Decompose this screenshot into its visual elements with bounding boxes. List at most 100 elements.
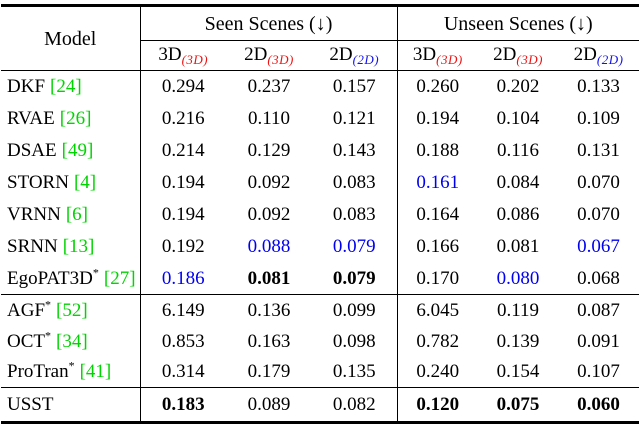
metric-value: 0.294 bbox=[139, 70, 226, 103]
metric-value: 0.135 bbox=[332, 361, 376, 383]
metric-base: 2D bbox=[493, 44, 517, 65]
column-header-seen-2d-2d: 2D(2D) bbox=[312, 40, 398, 71]
metric-subscript: (3D) bbox=[516, 52, 543, 67]
column-group-seen-scenes: Seen Scenes (↓) bbox=[139, 5, 398, 41]
citation-link[interactable]: [49] bbox=[61, 140, 94, 161]
metric-value: 0.188 bbox=[396, 134, 479, 167]
model-cell: OCT* [34] bbox=[1, 326, 140, 357]
model-cell: SRNN [13] bbox=[1, 231, 140, 263]
metric-value: 0.192 bbox=[139, 230, 226, 263]
metric-value: 6.045 bbox=[396, 294, 479, 326]
metric-value: 0.067 bbox=[577, 236, 620, 257]
citation-link[interactable]: [4] bbox=[73, 172, 97, 193]
metric-value: 0.079 bbox=[332, 267, 376, 289]
metric-value: 0.083 bbox=[332, 172, 376, 193]
metric-value: 6.149 bbox=[139, 294, 226, 326]
metric-base: 2D bbox=[329, 44, 353, 65]
model-name: OCT bbox=[7, 330, 45, 352]
table-row: SRNN [13] 0.192 0.088 0.079 0.166 0.081 0.067 bbox=[1, 230, 639, 263]
metric-value: 0.260 bbox=[396, 70, 479, 103]
header-subcolumn-row: 3D(3D) 2D(3D) 2D(2D) 3D(3D) 2D(3D) 2D(2D… bbox=[1, 40, 640, 71]
metric-value: 0.088 bbox=[247, 236, 291, 257]
model-name: VRNN bbox=[7, 204, 61, 225]
metric-value: 0.161 bbox=[396, 166, 479, 199]
metric-value: 0.083 bbox=[332, 204, 376, 225]
metric-value: 0.133 bbox=[577, 76, 620, 98]
metric-subscript: (3D) bbox=[181, 52, 209, 67]
table-body: DKF [24] 0.294 0.237 0.157 0.260 0.202 0.133 RVA… bbox=[1, 70, 640, 423]
metric-value: 0.081 bbox=[496, 236, 540, 257]
metric-value: 0.179 bbox=[247, 361, 291, 383]
metric-value: 0.084 bbox=[496, 172, 540, 193]
metric-value: 0.121 bbox=[332, 108, 376, 129]
metric-subscript: (2D) bbox=[352, 52, 380, 67]
metric-value: 0.314 bbox=[139, 356, 226, 388]
citation-link[interactable]: [34] bbox=[56, 330, 88, 352]
metric-value: 0.202 bbox=[496, 76, 540, 98]
metric-value: 0.194 bbox=[396, 102, 479, 135]
metric-value: 0.853 bbox=[139, 325, 226, 357]
citation-link[interactable]: [26] bbox=[59, 108, 92, 129]
model-cell: VRNN [6] bbox=[1, 199, 140, 231]
metric-value: 0.194 bbox=[139, 198, 226, 231]
metric-value: 0.091 bbox=[577, 330, 620, 352]
metric-value: 0.154 bbox=[496, 361, 540, 383]
citation-link[interactable]: [52] bbox=[56, 299, 88, 321]
metric-value: 0.089 bbox=[226, 387, 312, 423]
table-row: RVAE [26] 0.216 0.110 0.121 0.194 0.104 0.109 bbox=[1, 102, 639, 135]
metric-base: 2D bbox=[573, 44, 597, 65]
metric-value: 0.194 bbox=[139, 166, 226, 199]
metric-value: 0.166 bbox=[396, 230, 479, 263]
asterisk-marker: * bbox=[68, 358, 75, 373]
model-name: DKF bbox=[7, 76, 46, 98]
model-cell: RVAE [26] bbox=[1, 103, 140, 135]
model-cell: DKF [24] bbox=[1, 71, 140, 103]
citation-link[interactable]: [6] bbox=[65, 204, 88, 225]
model-name: SRNN bbox=[7, 236, 58, 257]
model-cell: AGF* [52] bbox=[1, 294, 140, 326]
metric-base: 3D bbox=[158, 44, 182, 65]
model-cell: DSAE [49] bbox=[1, 135, 140, 167]
metric-value: 0.170 bbox=[396, 262, 479, 295]
metric-value: 0.081 bbox=[247, 267, 291, 289]
model-name: EgoPAT3D bbox=[7, 267, 93, 289]
citation-link[interactable]: [24] bbox=[50, 76, 82, 98]
model-name: STORN bbox=[7, 172, 69, 193]
model-name: DSAE bbox=[7, 140, 57, 161]
metric-value: 0.183 bbox=[139, 387, 226, 423]
metric-value: 0.120 bbox=[396, 387, 479, 423]
asterisk-marker: * bbox=[45, 297, 52, 312]
table-row: EgoPAT3D* [27] 0.186 0.081 0.079 0.170 0.080 0.… bbox=[1, 262, 639, 295]
metric-value: 0.080 bbox=[496, 267, 540, 289]
model-cell: ProTran* [41] bbox=[1, 357, 140, 388]
metric-subscript: (3D) bbox=[267, 52, 294, 67]
column-group-unseen-scenes: Unseen Scenes (↓) bbox=[396, 5, 640, 41]
model-name: ProTran bbox=[7, 361, 69, 383]
metric-value: 0.782 bbox=[396, 325, 479, 357]
model-name: RVAE bbox=[7, 108, 55, 129]
metric-value: 0.070 bbox=[577, 204, 620, 225]
metric-value: 0.164 bbox=[396, 198, 479, 231]
metric-value: 0.070 bbox=[577, 172, 620, 193]
metric-value: 0.116 bbox=[496, 140, 540, 161]
table-row: AGF* [52] 6.149 0.136 0.099 6.045 0.119 0.087 bbox=[1, 294, 640, 326]
metric-value: 0.099 bbox=[312, 294, 398, 326]
header-group-row: Model Seen Scenes (↓) Unseen Scenes (↓) bbox=[1, 5, 640, 71]
citation-link[interactable]: [41] bbox=[79, 361, 112, 383]
metric-value: 0.086 bbox=[496, 204, 540, 225]
citation-link[interactable]: [27] bbox=[103, 267, 136, 289]
metric-value: 0.092 bbox=[247, 204, 291, 225]
metric-value: 0.186 bbox=[139, 262, 226, 295]
metric-value: 0.075 bbox=[478, 387, 559, 423]
metric-value: 0.109 bbox=[577, 108, 620, 129]
model-name: AGF bbox=[7, 299, 46, 321]
model-name: USST bbox=[7, 394, 54, 415]
citation-link[interactable]: [13] bbox=[62, 236, 95, 257]
column-header-seen-3d-3d: 3D(3D) bbox=[139, 40, 226, 71]
metric-value: 0.131 bbox=[577, 140, 620, 161]
metric-value: 0.060 bbox=[558, 387, 640, 423]
table-row: DKF [24] 0.294 0.237 0.157 0.260 0.202 0.133 bbox=[1, 70, 639, 103]
table-row: ProTran* [41] 0.314 0.179 0.135 0.240 0.154 0.1… bbox=[1, 356, 639, 388]
table-row: VRNN [6] 0.194 0.092 0.083 0.164 0.086 0.070 bbox=[1, 198, 639, 231]
